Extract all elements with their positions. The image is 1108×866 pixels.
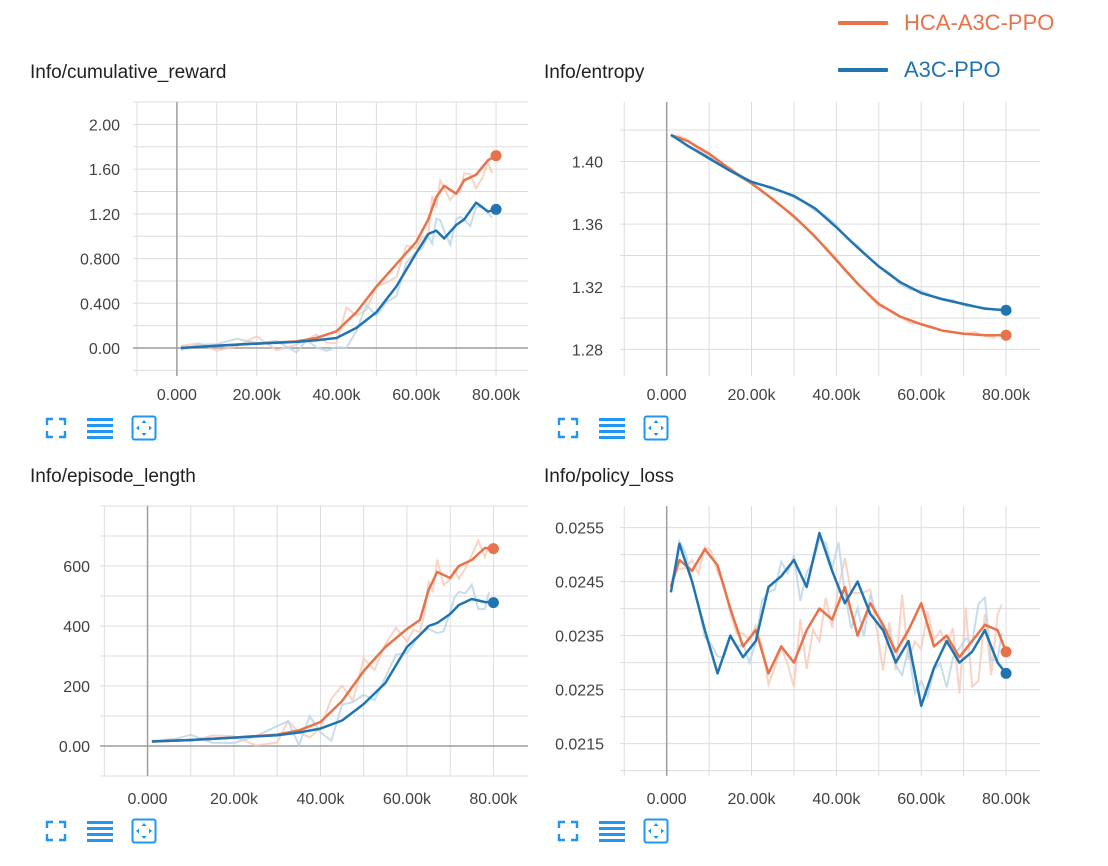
panel-entropy: Info/entropy (544, 62, 1054, 462)
toggle-log-scale-icon[interactable] (598, 414, 626, 442)
chart-tools-entropy (554, 413, 686, 443)
fit-to-screen-icon[interactable] (554, 414, 582, 442)
fit-to-screen-icon[interactable] (42, 817, 70, 845)
panel-episode-length: Info/episode_length (30, 466, 540, 866)
legend-swatch-a3c (838, 68, 888, 72)
legend-swatch-hca (838, 21, 888, 25)
chart-title: Info/policy_loss (544, 466, 674, 487)
chart-tools-episode-length (42, 816, 174, 846)
legend-item-hca: HCA-A3C-PPO (838, 8, 1054, 38)
toggle-log-scale-icon[interactable] (86, 817, 114, 845)
chart-tools-cumulative-reward (42, 413, 174, 443)
legend-label-a3c: A3C-PPO (904, 57, 1001, 82)
fit-domain-icon[interactable] (642, 817, 670, 845)
chart-legend: HCA-A3C-PPO A3C-PPO (838, 8, 1098, 88)
legend-item-a3c: A3C-PPO (838, 55, 1001, 85)
fit-to-screen-icon[interactable] (42, 414, 70, 442)
chart-tools-policy-loss (554, 816, 686, 846)
chart-title: Info/entropy (544, 62, 645, 83)
fit-to-screen-icon[interactable] (554, 817, 582, 845)
fit-domain-icon[interactable] (130, 817, 158, 845)
chart-title: Info/cumulative_reward (30, 62, 227, 83)
chart-title: Info/episode_length (30, 466, 196, 487)
legend-label-hca: HCA-A3C-PPO (904, 10, 1055, 35)
panel-policy-loss: Info/policy_loss (544, 466, 1054, 866)
fit-domain-icon[interactable] (130, 414, 158, 442)
fit-domain-icon[interactable] (642, 414, 670, 442)
toggle-log-scale-icon[interactable] (598, 817, 626, 845)
toggle-log-scale-icon[interactable] (86, 414, 114, 442)
panel-cumulative-reward: Info/cumulative_reward (30, 62, 540, 462)
